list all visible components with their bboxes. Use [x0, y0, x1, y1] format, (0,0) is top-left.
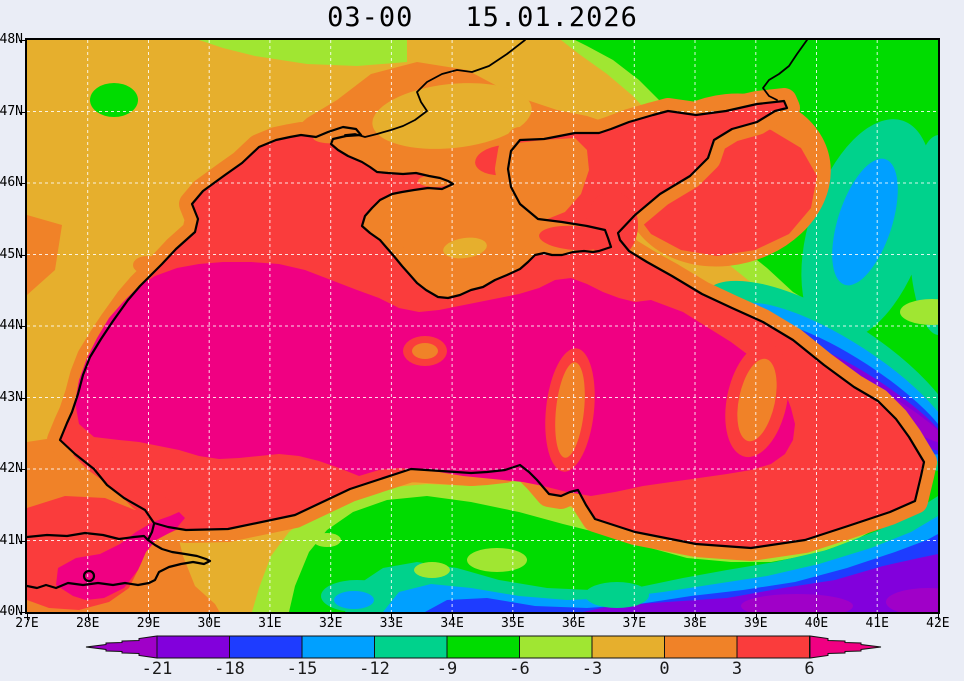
lat-label-44n: 44N: [0, 318, 23, 333]
lat-tick: [19, 40, 25, 41]
colorbar-seg-red: [736, 635, 810, 659]
colorbar-seg-yellowgreen: [519, 635, 593, 659]
lon-tick: [816, 614, 818, 620]
azov-west-orange: [313, 126, 589, 220]
lon-tick: [634, 614, 636, 620]
lon-tick: [391, 614, 393, 620]
colorbar-tick--3: -3: [581, 659, 603, 679]
colorbar-tick--18: -18: [214, 659, 245, 679]
lon-label-41e: 41E: [865, 616, 889, 631]
bottom-violet-band: [583, 554, 938, 612]
topleft-green-blob: [90, 83, 138, 117]
lon-tick: [452, 614, 454, 620]
colorbar-seg-blue: [229, 635, 303, 659]
colorbar: [85, 635, 882, 659]
lon-label-37e: 37E: [622, 616, 647, 631]
colorbar-tick-6: 6: [804, 659, 815, 679]
coastline: [58, 99, 926, 550]
lon-tick: [877, 614, 879, 620]
lat-label-48n: 48N: [0, 32, 23, 47]
colorbar-tick--9: -9: [436, 659, 458, 679]
title-time: 03-00: [327, 2, 414, 33]
colorbar-seg-lightblue: [301, 635, 375, 659]
colorbar-seg-green: [446, 635, 520, 659]
lon-label-29e: 29E: [136, 616, 161, 631]
title-date: 15.01.2026: [465, 2, 638, 33]
colorbar-seg-violet: [156, 635, 230, 659]
lat-tick: [19, 111, 25, 113]
colorbar-left-arrow: [85, 635, 158, 659]
lat-label-41n: 41N: [0, 532, 23, 548]
lon-tick: [573, 614, 575, 620]
bottom-aqua-patch: [585, 582, 649, 608]
map-title: 03-00 15.01.2026: [27, 2, 938, 33]
colorbar-tick--12: -12: [359, 659, 390, 679]
right-yellowgreen-patch: [900, 299, 938, 325]
lat-label-40n: 40N: [0, 604, 23, 619]
river-lines: [344, 40, 808, 138]
sea-eddy-orange-cores: [412, 343, 777, 458]
lat-tick: [19, 183, 25, 184]
colorbar-tick--6: -6: [509, 659, 530, 679]
map-canvas: [27, 40, 938, 612]
lat-label-42n: 42N: [0, 461, 23, 476]
colorbar-seg-orange: [664, 635, 738, 659]
lon-label-38e: 38E: [683, 616, 707, 631]
lat-label-47n: 47N: [0, 103, 23, 119]
marmara-coastline: [27, 522, 212, 590]
kherson-gold-blob: [372, 83, 532, 149]
top-yellowgreen-band: [199, 40, 407, 66]
lon-tick: [209, 614, 211, 620]
colorbar-tick--15: -15: [286, 659, 318, 679]
colorbar-seg-aqua: [374, 635, 448, 659]
lat-label-45n: 45N: [0, 246, 23, 262]
lon-tick: [87, 614, 89, 620]
lon-label-36e: 36E: [561, 616, 586, 631]
lon-label-28e: 28E: [75, 616, 100, 631]
lat-tick: [19, 469, 25, 470]
lat-tick: [19, 397, 25, 399]
lat-label-43n: 43N: [0, 389, 23, 405]
lat-tick: [19, 540, 25, 542]
lon-label-39e: 39E: [744, 616, 768, 631]
marmara-magenta-blob: [56, 512, 185, 600]
lat-tick: [19, 254, 25, 256]
lat-tick: [19, 612, 25, 613]
colorbar-seg-gold: [591, 635, 665, 659]
lon-label-30e: 30E: [197, 616, 221, 631]
bottom-purple-cores: [741, 588, 938, 612]
lon-label-42e: 42E: [926, 616, 950, 631]
lon-tick: [269, 614, 271, 620]
lon-label-40e: 40E: [804, 616, 829, 631]
colorbar-right-arrow: [809, 635, 882, 659]
lon-label-31e: 31E: [258, 616, 282, 631]
lon-tick: [27, 614, 28, 620]
lon-label-32e: 32E: [318, 616, 343, 631]
colorbar-tick--21: -21: [141, 659, 173, 679]
colorbar-tick-3: 3: [731, 659, 743, 679]
lon-label-35e: 35E: [501, 616, 525, 631]
graticule-grid: [27, 40, 938, 612]
lon-tick: [512, 614, 514, 620]
lon-tick: [937, 614, 939, 620]
northeast-lightblue-blob: [832, 158, 898, 286]
lon-label-27e: 27E: [15, 616, 39, 631]
bottom-yellowgreen-patches: [313, 533, 527, 578]
sea-magenta-core: [75, 262, 795, 496]
lon-label-33e: 33E: [379, 616, 404, 631]
lat-label-46n: 46N: [0, 175, 23, 190]
colorbar-tick-0: 0: [659, 659, 670, 679]
lon-tick: [755, 614, 757, 620]
lon-label-34e: 34E: [440, 616, 464, 631]
lon-tick: [695, 614, 696, 620]
kerch-peninsula-red: [539, 225, 611, 251]
lon-tick: [148, 614, 150, 620]
map-plot-area: [25, 38, 940, 614]
crimea-gold-spot: [443, 237, 487, 259]
lon-tick: [330, 614, 332, 620]
lat-tick: [19, 326, 25, 327]
